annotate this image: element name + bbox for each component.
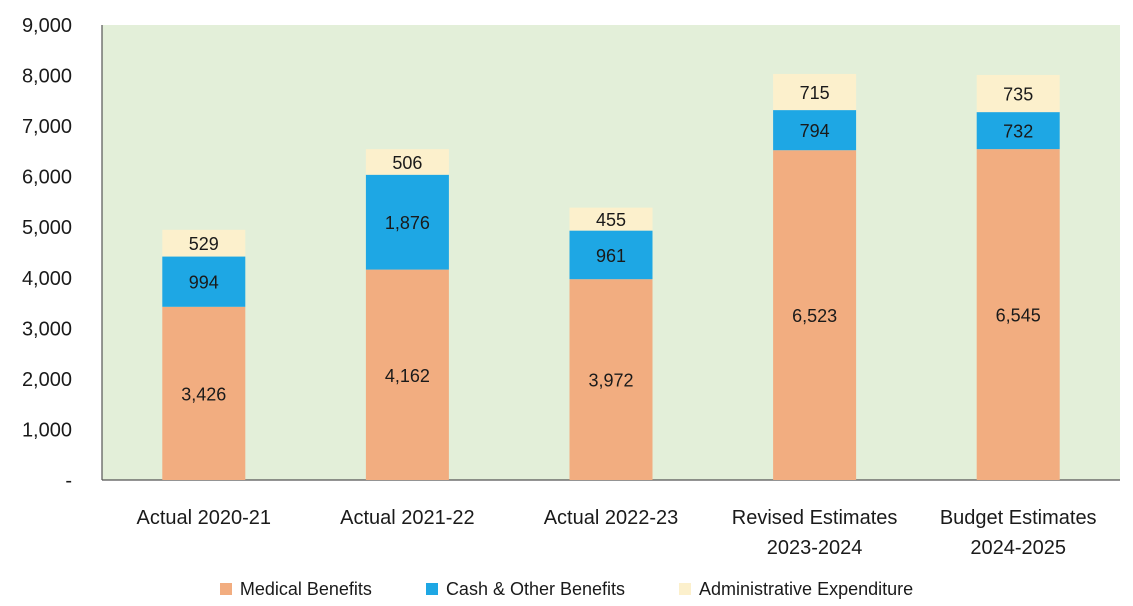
legend-item-medical-benefits: Medical Benefits — [219, 578, 372, 600]
data-label-medical-benefits-1: 4,162 — [385, 366, 430, 386]
legend-label-medical-benefits: Medical Benefits — [239, 578, 372, 599]
legend: Medical Benefits Cash & Other Benefits A… — [0, 576, 1133, 602]
data-label-medical-benefits-3: 6,523 — [792, 306, 837, 326]
x-tick-label-3-line-1: 2023-2024 — [767, 537, 863, 559]
bar-administrative-expenditure-0 — [162, 229, 246, 257]
legend-label-administrative-expenditure: Administrative Expenditure — [699, 578, 914, 599]
bar-cash-other-benefits-1 — [365, 174, 449, 270]
x-tick-label-2: Actual 2022-23 — [544, 507, 679, 529]
bar-medical-benefits-1 — [365, 269, 449, 480]
y-tick-label-0: - — [65, 470, 72, 492]
y-tick-label-9: 9,000 — [22, 15, 72, 37]
y-tick-label-8: 8,000 — [22, 66, 72, 88]
legend-swatch-administrative-expenditure — [679, 583, 692, 595]
bar-medical-benefits-0 — [162, 306, 246, 480]
bar-cash-other-benefits-4 — [976, 112, 1060, 150]
data-label-medical-benefits-0: 3,426 — [181, 384, 226, 404]
legend-item-cash-other-benefits: Cash & Other Benefits — [425, 578, 626, 600]
data-label-cash-other-benefits-1: 1,876 — [385, 213, 430, 233]
legend-label-cash-other-benefits: Cash & Other Benefits — [445, 578, 626, 599]
x-tick-label-4-line-0: Budget Estimates — [940, 507, 1097, 529]
data-label-cash-other-benefits-3: 794 — [800, 121, 830, 141]
data-label-medical-benefits-2: 3,972 — [588, 371, 633, 391]
y-tick-label-6: 6,000 — [22, 167, 72, 189]
data-label-cash-other-benefits-0: 994 — [189, 273, 219, 293]
bar-medical-benefits-4 — [976, 149, 1060, 480]
x-tick-label-3-line-0: Revised Estimates — [732, 507, 898, 529]
bar-cash-other-benefits-0 — [162, 256, 246, 307]
bar-administrative-expenditure-2 — [569, 207, 653, 231]
x-tick-label-1: Actual 2021-22 — [340, 507, 475, 529]
data-label-administrative-expenditure-2: 455 — [596, 210, 626, 230]
legend-swatch-cash-other-benefits — [425, 583, 438, 595]
bar-cash-other-benefits-3 — [773, 110, 857, 151]
data-label-administrative-expenditure-1: 506 — [392, 153, 422, 173]
bar-administrative-expenditure-3 — [773, 73, 857, 111]
data-label-administrative-expenditure-4: 735 — [1003, 85, 1033, 105]
x-tick-label-0: Actual 2020-21 — [137, 507, 272, 529]
bar-administrative-expenditure-4 — [976, 74, 1060, 113]
x-tick-label-4-line-1: 2024-2025 — [970, 537, 1066, 559]
bar-medical-benefits-2 — [569, 279, 653, 480]
data-label-cash-other-benefits-2: 961 — [596, 246, 626, 266]
data-label-administrative-expenditure-3: 715 — [800, 83, 830, 103]
y-tick-label-5: 5,000 — [22, 217, 72, 239]
bar-medical-benefits-3 — [773, 150, 857, 480]
y-tick-label-3: 3,000 — [22, 318, 72, 340]
y-tick-label-4: 4,000 — [22, 268, 72, 290]
legend-item-administrative-expenditure: Administrative Expenditure — [679, 579, 913, 600]
data-label-medical-benefits-4: 6,545 — [996, 306, 1041, 326]
legend-swatch-medical-benefits — [219, 583, 232, 595]
bar-administrative-expenditure-1 — [365, 149, 449, 175]
bar-cash-other-benefits-2 — [569, 230, 653, 280]
y-tick-label-1: 1,000 — [22, 419, 72, 441]
data-label-administrative-expenditure-0: 529 — [189, 234, 219, 254]
y-tick-label-7: 7,000 — [22, 116, 72, 138]
y-tick-label-2: 2,000 — [22, 369, 72, 391]
data-label-cash-other-benefits-4: 732 — [1003, 122, 1033, 142]
